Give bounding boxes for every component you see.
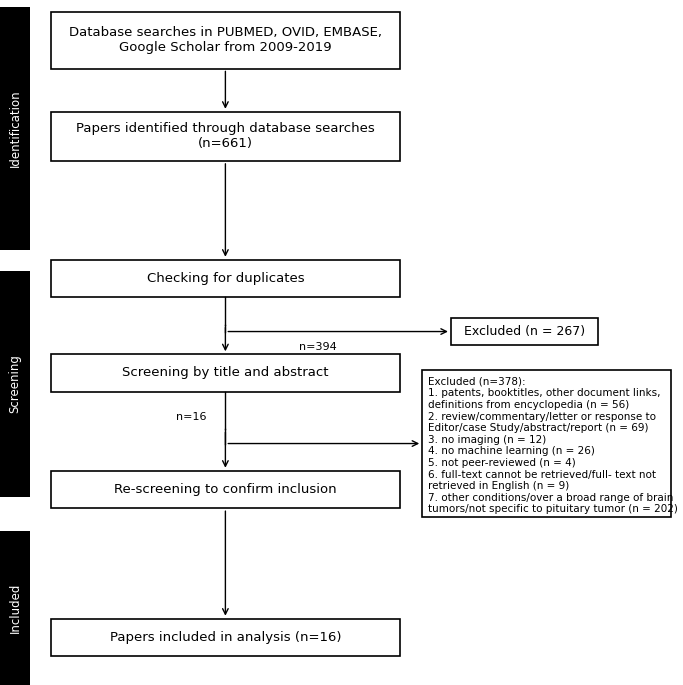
Bar xyxy=(51,354,400,392)
Bar xyxy=(51,619,400,656)
Bar xyxy=(51,112,400,161)
Text: n=394: n=394 xyxy=(298,342,337,351)
Text: Excluded (n=378):
1. patents, booktitles, other document links,
definitions from: Excluded (n=378): 1. patents, booktitles… xyxy=(428,377,678,514)
Text: Screening: Screening xyxy=(8,354,22,413)
Text: Identification: Identification xyxy=(8,90,22,167)
Bar xyxy=(51,260,400,297)
Bar xyxy=(422,370,671,517)
Text: Papers identified through database searches
(n=661): Papers identified through database searc… xyxy=(76,123,375,150)
Text: Re-screening to confirm inclusion: Re-screening to confirm inclusion xyxy=(114,483,337,496)
Text: Database searches in PUBMED, OVID, EMBASE,
Google Scholar from 2009-2019: Database searches in PUBMED, OVID, EMBAS… xyxy=(69,27,382,54)
Bar xyxy=(0,7,30,250)
Bar xyxy=(51,471,400,508)
Bar xyxy=(0,531,30,685)
Text: n=16: n=16 xyxy=(176,412,206,422)
Text: Checking for duplicates: Checking for duplicates xyxy=(147,272,304,285)
Text: Screening by title and abstract: Screening by title and abstract xyxy=(122,366,329,379)
Bar xyxy=(451,318,598,345)
Bar xyxy=(51,12,400,68)
Text: Included: Included xyxy=(8,583,22,633)
Bar xyxy=(0,271,30,497)
Text: Excluded (n = 267): Excluded (n = 267) xyxy=(464,325,585,338)
Text: Papers included in analysis (n=16): Papers included in analysis (n=16) xyxy=(110,631,341,644)
